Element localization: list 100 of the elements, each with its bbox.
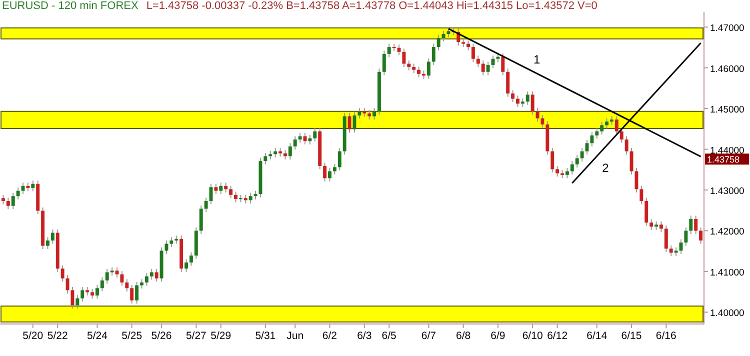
candlestick (526, 90, 530, 106)
candlestick (644, 197, 648, 226)
candlestick (501, 53, 505, 76)
x-tick-label: 5/29 (210, 330, 232, 342)
candlestick (372, 108, 376, 120)
candlestick (417, 66, 421, 78)
x-tick-label: 6/12 (547, 330, 568, 342)
candlestick (590, 132, 594, 147)
candlestick (650, 218, 654, 230)
candlestick (358, 108, 362, 120)
candlestick (219, 182, 223, 195)
candlestick (620, 128, 624, 144)
x-tick-label: 6/10 (522, 330, 543, 342)
candlestick (164, 240, 168, 254)
candlestick (352, 112, 356, 134)
candlestick (199, 204, 203, 234)
candlestick (387, 43, 391, 58)
candlestick (80, 286, 84, 302)
candlestick (189, 252, 193, 266)
y-tick-label: 1.40000 (710, 308, 744, 320)
x-tick-label: 6/3 (357, 330, 372, 342)
candlestick (530, 90, 534, 116)
candlestick (140, 278, 144, 290)
candlestick (536, 108, 540, 122)
x-tick-label: 5/24 (86, 330, 108, 342)
y-tick-label: 1.44000 (710, 145, 744, 156)
candlestick (100, 276, 104, 292)
candlestick (154, 268, 158, 282)
candlestick (1, 194, 5, 205)
candlestick (466, 40, 470, 51)
candlestick (471, 43, 475, 63)
candlestick (150, 268, 154, 280)
x-tick-label: 6/7 (421, 330, 436, 342)
candlestick (31, 180, 35, 192)
x-tick-label: 6/16 (656, 330, 677, 342)
candlestick (348, 112, 352, 134)
x-tick-label: 6/9 (490, 330, 506, 342)
candlestick (66, 274, 70, 294)
candlestick (95, 284, 99, 300)
x-tick-label: 6/2 (322, 330, 338, 342)
y-tick-label: 1.43000 (710, 186, 744, 197)
candlestick (446, 27, 450, 38)
candlestick (50, 229, 54, 244)
candlestick (605, 118, 609, 129)
candlestick (76, 294, 80, 310)
candlestick (368, 110, 372, 120)
candlestick (298, 132, 302, 144)
candlestick (135, 282, 139, 304)
candlestick (442, 30, 446, 42)
x-tick-label: 5/25 (122, 330, 142, 342)
x-tick-label: 5/22 (47, 330, 68, 342)
chart-title: EURUSD - 120 min FOREX (2, 0, 138, 12)
candlestick (664, 224, 668, 252)
candlestick (288, 142, 292, 160)
x-tick-label: 5/20 (22, 330, 44, 342)
candlestick (481, 60, 485, 76)
candlestick (115, 266, 119, 278)
candlestick (630, 148, 634, 176)
candlestick (565, 168, 569, 179)
annotation: 1 (533, 52, 540, 66)
x-tick-label: 5/26 (151, 330, 172, 342)
candlestick (204, 197, 208, 212)
chart-subtitle: L=1.43758 -0.00337 -0.23% B=1.43758 A=1.43778 O=1.44043 Hi=1.44315 Lo=1.43572 V=0 (146, 0, 598, 12)
x-tick-label: 5/31 (255, 330, 276, 342)
x-tick-label: 6/8 (456, 330, 471, 342)
candlestick (570, 160, 574, 176)
candlestick (229, 185, 233, 199)
candlestick (486, 61, 490, 76)
candlestick (659, 220, 663, 232)
candlestick (323, 162, 327, 182)
y-tick-label: 1.41000 (710, 267, 744, 278)
candlestick (689, 215, 693, 234)
candlestick (550, 148, 554, 173)
candlestick (144, 272, 148, 286)
candlestick (684, 226, 688, 246)
candlestick (170, 236, 174, 248)
x-tick-label: 6/14 (586, 330, 608, 342)
candlestick (224, 182, 228, 193)
candlestick (640, 185, 644, 205)
candlestick (516, 95, 520, 108)
x-tick-label: 6/5 (382, 330, 397, 342)
candlestick (130, 284, 134, 304)
candlestick (46, 236, 50, 250)
candlestick (506, 68, 510, 98)
annotation: 2 (602, 161, 610, 176)
candlestick (540, 114, 544, 128)
candlestick (274, 148, 278, 158)
candlestick (595, 128, 599, 140)
candlestick (184, 258, 188, 272)
candlestick (436, 34, 440, 51)
candlestick (580, 148, 584, 162)
candlestick (332, 163, 336, 176)
candlestick (624, 136, 628, 156)
text: 1.43758 (707, 154, 740, 165)
candlestick (600, 121, 604, 136)
candlestick (432, 43, 436, 66)
candlestick (511, 90, 515, 103)
candlestick (11, 192, 15, 210)
candlestick (313, 128, 317, 142)
x-tick-label: Jun (286, 330, 304, 342)
